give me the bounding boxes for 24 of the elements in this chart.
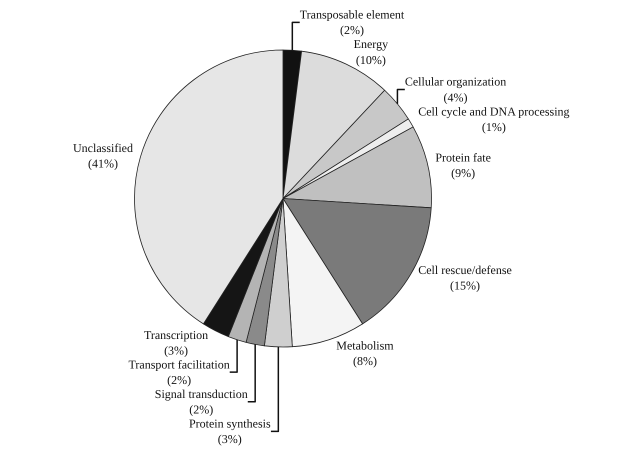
slice-label: Cell rescue/defense xyxy=(418,263,512,278)
slice-label: Cellular organization xyxy=(404,74,506,89)
data-label: (3%) xyxy=(218,432,242,446)
slice-label: Protein fate xyxy=(435,150,491,165)
data-label: (9%) xyxy=(451,166,476,180)
data-label: (10%) xyxy=(356,52,386,67)
data-label: (3%) xyxy=(164,343,188,358)
slice-label: Transcription xyxy=(144,328,208,342)
data-label: (2%) xyxy=(167,372,192,387)
slice-label: Protein synthesis xyxy=(188,416,271,431)
slice-label: Cell cycle and DNA processing xyxy=(418,104,570,118)
slice-label: Unclassified xyxy=(73,141,133,156)
data-label: (15%) xyxy=(450,278,480,293)
slice-label: Transposable element xyxy=(300,8,405,22)
slice-label: Metabolism xyxy=(336,338,394,352)
data-label: (2%) xyxy=(340,23,364,38)
data-label: (1%) xyxy=(482,120,506,134)
slice-label: Energy xyxy=(354,37,388,52)
data-label: (41%) xyxy=(88,156,118,171)
slice-label: Signal transduction xyxy=(154,386,248,401)
data-label: (8%) xyxy=(352,354,377,368)
data-label: (2%) xyxy=(189,402,214,417)
data-label: (4%) xyxy=(444,90,468,104)
slice-label: Transport facilitation xyxy=(128,357,230,372)
